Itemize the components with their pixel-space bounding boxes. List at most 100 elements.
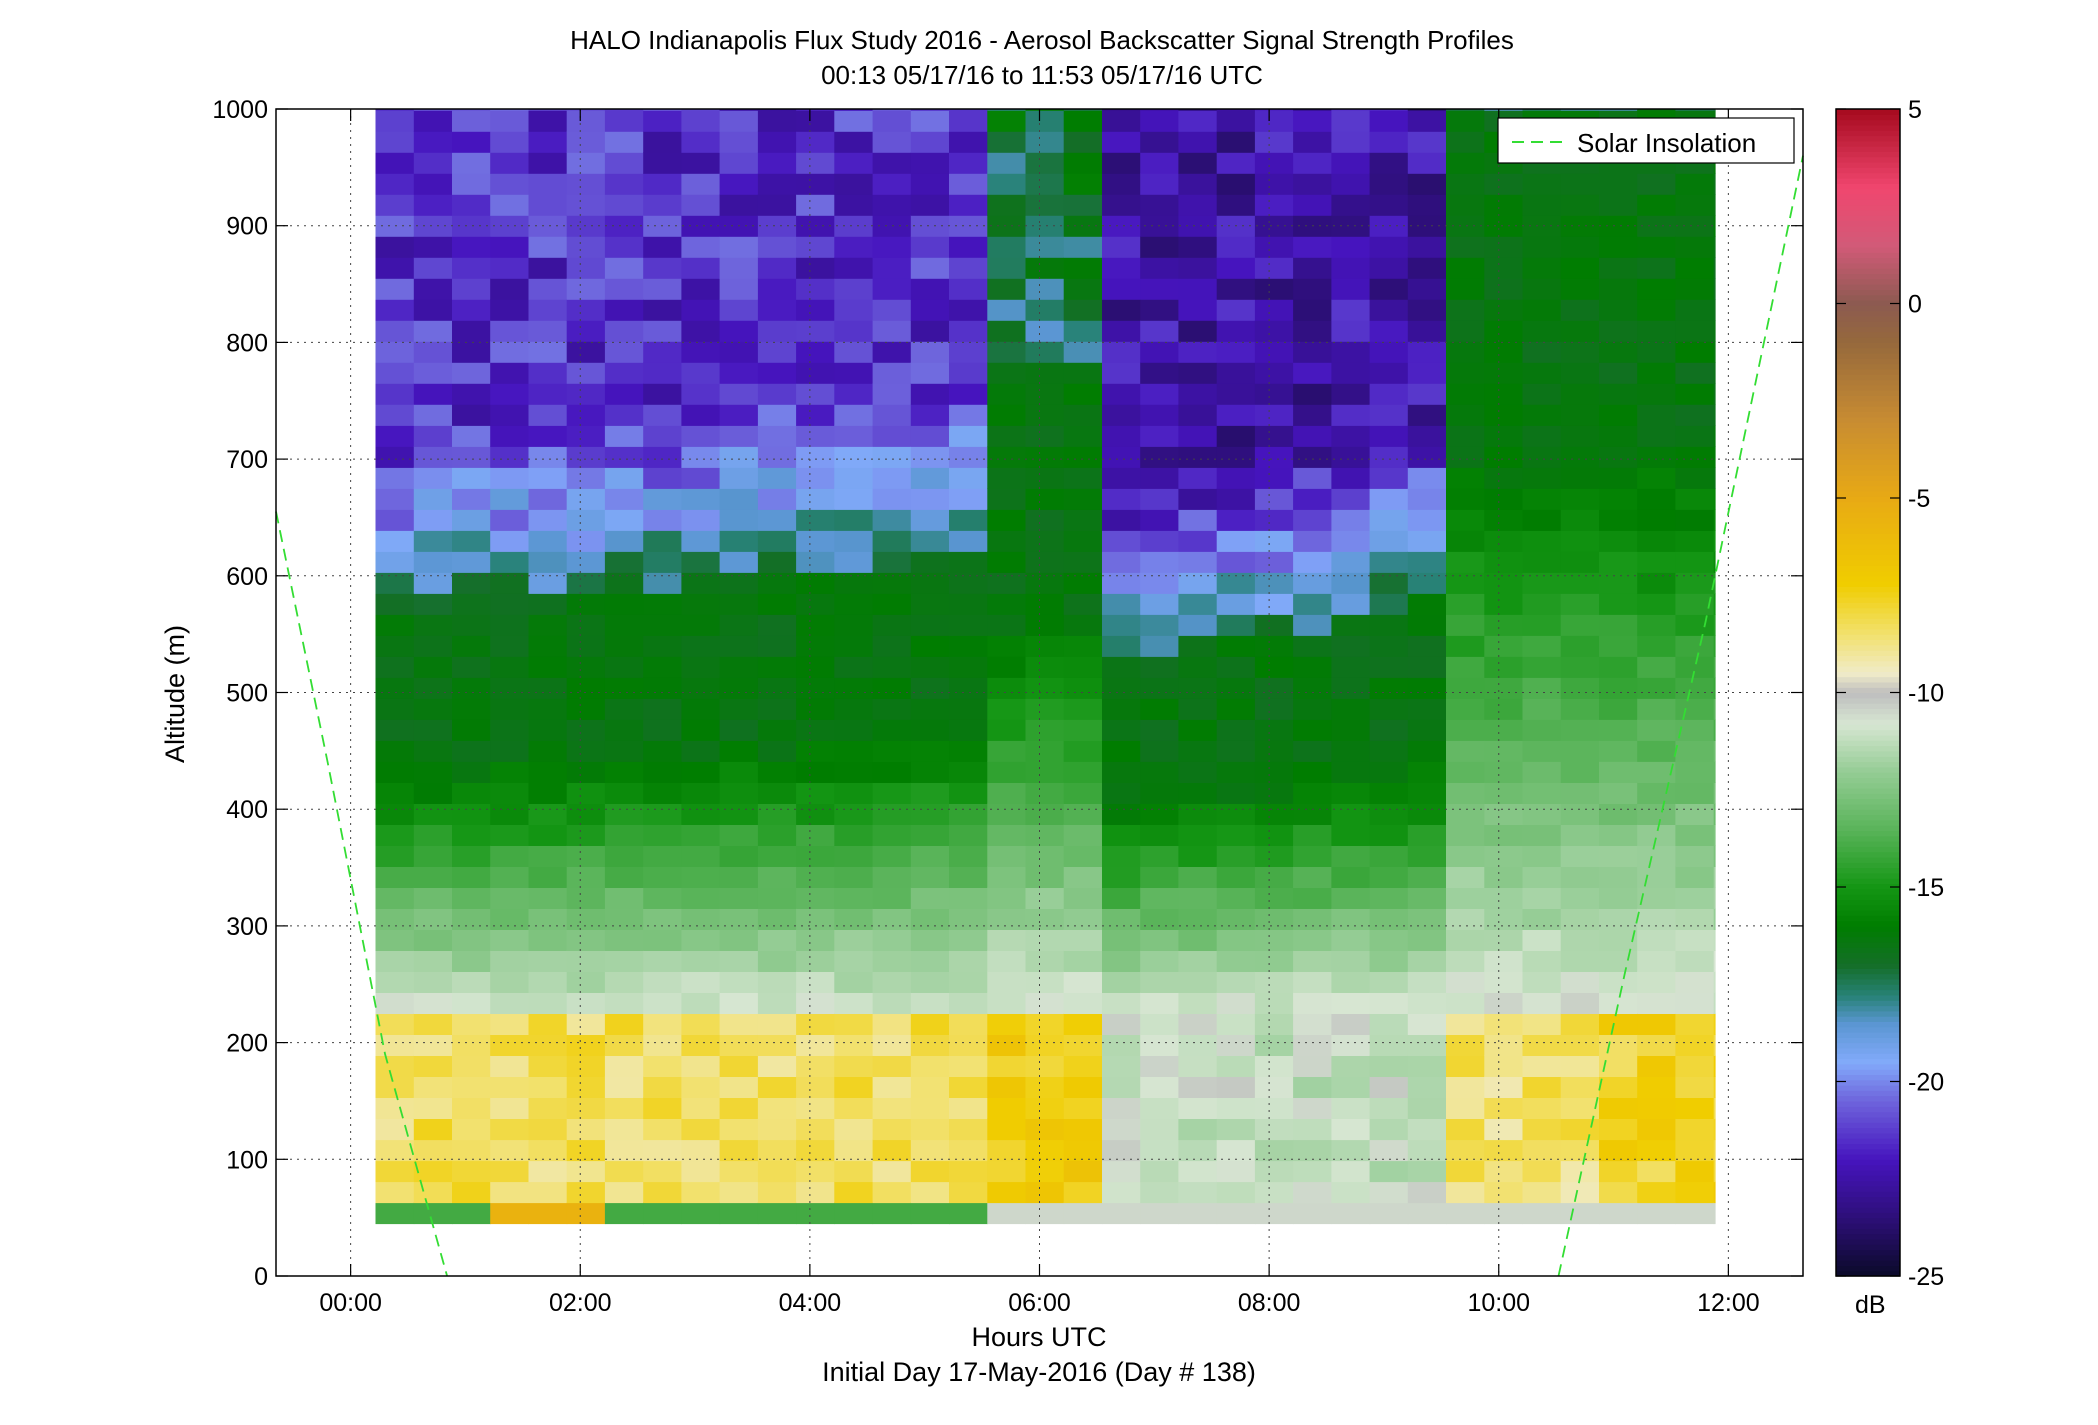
heatmap-cell xyxy=(375,908,415,930)
heatmap-cell xyxy=(375,278,415,300)
heatmap-cell xyxy=(1254,1034,1294,1056)
heatmap-cell xyxy=(1446,824,1485,846)
chart-title: HALO Indianapolis Flux Study 2016 - Aero… xyxy=(570,25,1514,55)
heatmap-cell xyxy=(872,425,912,447)
heatmap-cell xyxy=(834,1097,874,1119)
heatmap-cell xyxy=(452,1076,491,1098)
heatmap-cell xyxy=(757,110,797,132)
heatmap-cell xyxy=(1484,572,1524,594)
heatmap-cell xyxy=(490,887,529,909)
heatmap-cell xyxy=(490,1055,529,1077)
heatmap-cell xyxy=(1675,992,1715,1014)
heatmap-cell xyxy=(949,593,988,615)
heatmap-cell xyxy=(1369,740,1409,762)
colorbar-swatch xyxy=(1836,337,1900,343)
heatmap-cell xyxy=(910,845,950,867)
heatmap-cell xyxy=(1025,131,1065,153)
heatmap-cell xyxy=(987,362,1027,384)
heatmap-cell xyxy=(643,866,682,888)
heatmap-cell xyxy=(1484,929,1524,951)
heatmap-cell xyxy=(1407,110,1447,132)
heatmap-cells xyxy=(375,109,1716,1225)
heatmap-cell xyxy=(910,173,950,195)
heatmap-cell xyxy=(1713,866,1716,888)
heatmap-cell xyxy=(1331,824,1371,846)
heatmap-cell xyxy=(1331,740,1371,762)
heatmap-cell xyxy=(681,1076,721,1098)
heatmap-cell xyxy=(1407,215,1447,237)
heatmap-cell xyxy=(834,824,874,846)
heatmap-cell xyxy=(1637,488,1676,510)
heatmap-cell xyxy=(757,635,797,657)
heatmap-cell xyxy=(490,488,529,510)
colorbar-swatch xyxy=(1836,973,1900,980)
heatmap-cell xyxy=(1369,551,1409,573)
heatmap-cell xyxy=(1293,152,1332,174)
heatmap-cell xyxy=(528,929,568,951)
heatmap-cell xyxy=(1675,1181,1715,1204)
colorbar-swatch xyxy=(1836,124,1900,131)
heatmap-cell xyxy=(1254,635,1294,657)
heatmap-cell xyxy=(643,677,682,699)
colorbar-swatch xyxy=(1836,1010,1900,1017)
heatmap-cell xyxy=(1293,194,1332,216)
heatmap-cell xyxy=(604,425,644,447)
heatmap-cell xyxy=(1331,551,1371,573)
colorbar-swatch xyxy=(1836,119,1900,126)
heatmap-cell xyxy=(1254,446,1294,468)
heatmap-cell xyxy=(1446,383,1485,405)
heatmap-cell xyxy=(987,614,1027,636)
heatmap-cell xyxy=(796,278,835,300)
heatmap-cell xyxy=(528,1013,568,1035)
heatmap-cell xyxy=(987,1013,1027,1035)
heatmap-cell xyxy=(1675,257,1715,279)
heatmap-cell xyxy=(757,446,797,468)
heatmap-cell xyxy=(604,782,644,804)
heatmap-cell xyxy=(757,929,797,951)
heatmap-cell xyxy=(949,740,988,762)
heatmap-cell xyxy=(1599,236,1638,258)
heatmap-cell xyxy=(1484,551,1524,573)
heatmap-cell xyxy=(1331,698,1371,720)
heatmap-cell xyxy=(1063,971,1103,993)
heatmap-cell xyxy=(490,635,529,657)
heatmap-cell xyxy=(566,1076,606,1098)
heatmap-cell xyxy=(1140,383,1179,405)
heatmap-cell xyxy=(1369,173,1409,195)
heatmap-cell xyxy=(834,194,874,216)
colorbar-swatch xyxy=(1836,1265,1900,1272)
heatmap-cell xyxy=(1293,1160,1332,1183)
colorbar-swatch xyxy=(1836,618,1900,625)
heatmap-cell xyxy=(1446,341,1485,363)
heatmap-cell xyxy=(757,656,797,678)
heatmap-cell xyxy=(528,467,568,489)
heatmap-cell xyxy=(413,1055,453,1077)
heatmap-cell xyxy=(834,782,874,804)
x-tick-label: 00:00 xyxy=(319,1289,382,1317)
colorbar-swatch xyxy=(1836,183,1900,190)
heatmap-cell xyxy=(566,803,606,825)
heatmap-cell xyxy=(1140,677,1179,699)
heatmap-cell xyxy=(949,908,988,930)
heatmap-cell xyxy=(1293,824,1332,846)
heatmap-cell xyxy=(949,1139,988,1162)
heatmap-cell xyxy=(528,341,568,363)
heatmap-cell xyxy=(1025,1013,1065,1035)
heatmap-cell xyxy=(1713,362,1716,384)
heatmap-cell xyxy=(413,1013,453,1035)
heatmap-cell xyxy=(528,719,568,741)
colorbar-swatch xyxy=(1836,952,1900,959)
heatmap-cell xyxy=(872,362,912,384)
heatmap-cell xyxy=(375,1181,415,1204)
heatmap-cell xyxy=(796,887,835,909)
heatmap-cell xyxy=(1254,719,1294,741)
heatmap-cell xyxy=(1025,320,1065,342)
heatmap-cell xyxy=(1331,992,1371,1014)
heatmap-cell xyxy=(681,109,721,111)
heatmap-cell xyxy=(1637,1013,1676,1035)
heatmap-cell xyxy=(681,572,721,594)
heatmap-cell xyxy=(1675,866,1715,888)
colorbar-swatch xyxy=(1836,607,1900,614)
heatmap-cell xyxy=(528,236,568,258)
heatmap-cell xyxy=(1254,1013,1294,1035)
